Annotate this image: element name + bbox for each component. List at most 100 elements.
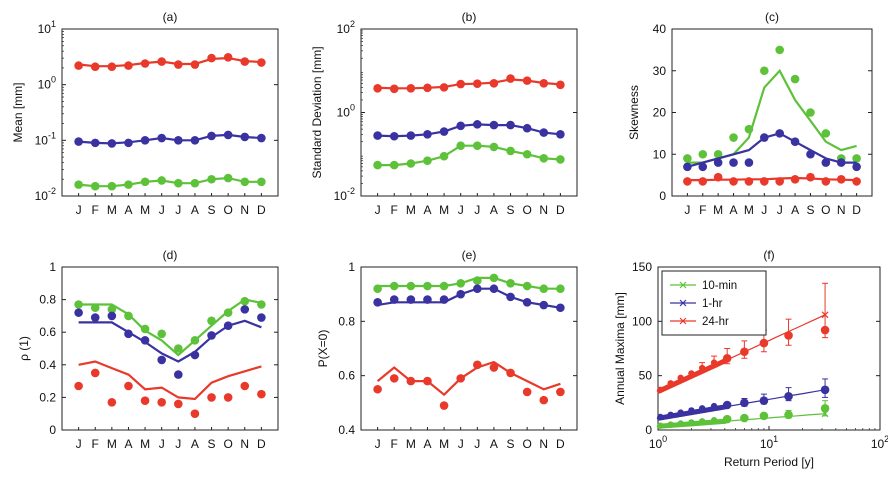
data-point <box>90 303 100 313</box>
panel-e: (e)0.40.60.81P(X=0)J F M A M J J A S O N D <box>316 248 578 451</box>
x-tick-label-e: D <box>556 437 565 451</box>
data-point <box>713 172 723 182</box>
y-tick-label-e: 0.8 <box>338 314 355 328</box>
data-point <box>157 176 166 185</box>
data-point <box>140 136 150 145</box>
data-point <box>223 393 233 402</box>
data-point <box>456 141 465 151</box>
panel-d: (d)00.20.40.60.81ρ (1)J F M A M J J A S O N D <box>17 248 279 451</box>
x-tick-label-a: A <box>124 203 132 217</box>
data-point <box>698 149 708 159</box>
data-point <box>522 123 532 133</box>
x-tick-label-d: A <box>191 437 199 451</box>
data-point <box>389 295 399 304</box>
data-point <box>775 177 784 186</box>
data-point <box>710 359 718 366</box>
data-point <box>688 407 695 414</box>
data-point <box>240 381 250 391</box>
data-point <box>174 344 183 353</box>
data-point <box>556 303 565 313</box>
data-point <box>190 350 200 360</box>
data-point <box>821 158 831 167</box>
x-tick-label-e: S <box>507 437 515 451</box>
series-line <box>78 298 262 357</box>
data-point <box>174 60 183 69</box>
x-tick-label-d: F <box>92 437 99 451</box>
data-point <box>107 62 117 72</box>
x-tick-label-a: N <box>240 203 249 217</box>
x-tick-label-b: S <box>507 203 515 217</box>
data-point <box>522 298 532 307</box>
data-point <box>373 83 382 93</box>
x-marker <box>821 311 829 319</box>
data-point <box>821 129 831 138</box>
data-point <box>489 120 499 130</box>
data-point <box>667 411 674 418</box>
x-tick-label-f: 100 <box>649 434 667 451</box>
x-tick-label-d: M <box>107 437 117 451</box>
y-tick-label-d: 1 <box>49 260 56 274</box>
plot-area-e <box>360 266 578 431</box>
x-tick-label-e: J <box>474 437 480 451</box>
data-point <box>207 174 216 184</box>
data-point <box>389 84 399 94</box>
x-tick-label-c: M <box>744 203 754 217</box>
x-tick-label-d: J <box>175 437 181 451</box>
data-point <box>207 393 216 402</box>
panel-title-b: (b) <box>462 10 477 24</box>
x-tick-label-a: D <box>257 203 266 217</box>
y-tick-label-c: 10 <box>653 147 667 161</box>
data-point <box>74 381 83 391</box>
data-point <box>157 57 166 66</box>
series-line <box>377 144 561 167</box>
data-point <box>373 131 382 140</box>
data-point <box>657 422 664 429</box>
data-point <box>174 178 183 188</box>
data-point <box>744 158 754 167</box>
data-point <box>373 384 382 394</box>
data-point <box>406 376 416 386</box>
data-point <box>820 325 830 335</box>
x-tick-label-c: A <box>791 203 799 217</box>
series-e-red <box>373 360 565 410</box>
data-point <box>140 59 150 68</box>
y-tick-label-a: 10-2 <box>35 186 56 203</box>
data-point <box>522 281 532 291</box>
data-point <box>439 281 449 291</box>
y-tick-label-a: 100 <box>38 75 56 92</box>
data-point <box>556 155 565 164</box>
x-tick-label-b: N <box>539 203 548 217</box>
data-point <box>683 154 692 163</box>
y-tick-label-e: 0.6 <box>338 369 355 383</box>
series-d-green <box>74 296 266 357</box>
data-point <box>790 175 800 184</box>
series-line <box>377 276 561 290</box>
x-tick-label-e: A <box>423 437 431 451</box>
data-point <box>489 363 499 372</box>
data-point <box>473 79 482 88</box>
data-point <box>74 300 83 309</box>
x-tick-label-d: M <box>140 437 150 451</box>
data-point <box>806 149 815 159</box>
data-point <box>223 53 233 62</box>
y-tick-label-f: 50 <box>639 369 653 383</box>
data-point <box>744 124 754 134</box>
data-point <box>677 374 684 382</box>
data-point <box>836 158 846 167</box>
legend-label: 1-hr <box>702 298 723 310</box>
data-point <box>667 421 674 428</box>
data-point <box>759 411 769 421</box>
series-a-red <box>74 53 266 72</box>
data-point <box>389 131 399 141</box>
data-point <box>90 62 100 72</box>
data-point <box>790 137 800 147</box>
data-point <box>107 139 117 148</box>
y-tick-label-d: 0.2 <box>39 390 56 404</box>
data-point <box>790 74 800 84</box>
x-tick-label-d: N <box>240 437 249 451</box>
y-tick-label-d: 0.6 <box>39 325 56 339</box>
y-axis-label-f: Annual Maxima [mm] <box>613 292 627 405</box>
data-point <box>406 83 416 93</box>
data-point <box>257 133 266 143</box>
x-tick-label-c: S <box>806 203 814 217</box>
